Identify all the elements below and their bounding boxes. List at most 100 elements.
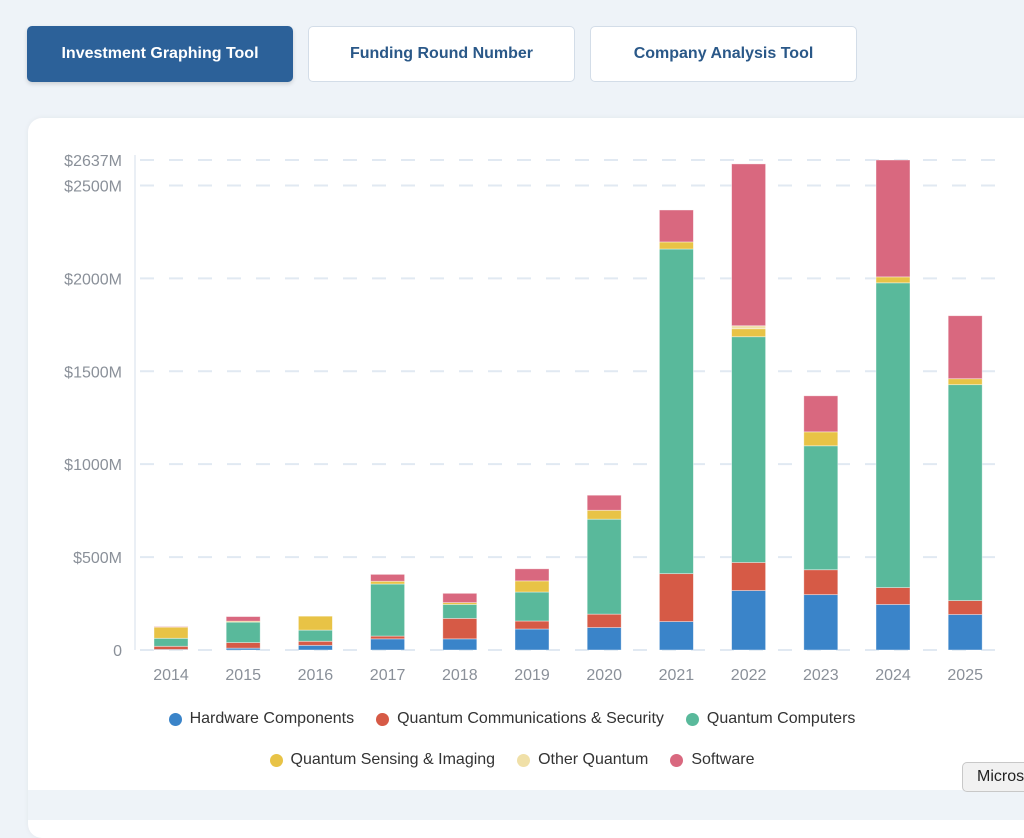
- legend-item-quantum-sensing-imaging[interactable]: Quantum Sensing & Imaging: [269, 751, 496, 769]
- bar-segment-quantum-computers-2023[interactable]: [803, 445, 839, 571]
- bar-segment-software-2025[interactable]: [947, 315, 983, 380]
- bar-segment-software-2020[interactable]: [586, 494, 622, 511]
- y-tick-label: $500M: [73, 550, 122, 567]
- bar-segment-quantum-communications-security-2017[interactable]: [370, 635, 406, 640]
- bar-segment-quantum-computers-2016[interactable]: [297, 629, 333, 642]
- bar-segment-quantum-communications-security-2023[interactable]: [803, 569, 839, 596]
- x-tick-label: 2018: [442, 667, 478, 684]
- y-tick-label: 0: [113, 643, 122, 660]
- bar-segment-software-2017[interactable]: [370, 573, 406, 582]
- bar-segment-software-2018[interactable]: [442, 592, 478, 604]
- bar-segment-hardware-components-2021[interactable]: [659, 621, 694, 651]
- x-tick-label: 2024: [875, 667, 911, 684]
- bar-segment-hardware-components-2022[interactable]: [731, 590, 766, 651]
- y-tick-label: $1000M: [64, 457, 122, 474]
- tab-company-analysis-tool[interactable]: Company Analysis Tool: [590, 26, 857, 82]
- bar-segment-other-quantum-2022[interactable]: [731, 325, 766, 330]
- legend-item-quantum-communications-security[interactable]: Quantum Communications & Security: [376, 710, 664, 728]
- tab-funding-round-number[interactable]: Funding Round Number: [308, 26, 575, 82]
- bar-segment-quantum-communications-security-2021[interactable]: [659, 573, 694, 622]
- bar-segment-software-2022[interactable]: [731, 163, 766, 327]
- bar-segment-quantum-sensing-imaging-2014[interactable]: [153, 626, 189, 639]
- legend-item-software[interactable]: Software: [670, 751, 754, 769]
- legend-label: Quantum Sensing & Imaging: [290, 751, 496, 768]
- bar-segment-quantum-computers-2017[interactable]: [370, 583, 406, 637]
- legend-label: Software: [691, 751, 755, 768]
- bar-segment-quantum-computers-2021[interactable]: [659, 248, 694, 575]
- x-tick-label: 2014: [153, 667, 189, 684]
- bar-segment-quantum-sensing-imaging-2019[interactable]: [514, 580, 550, 593]
- bar-segment-software-2014[interactable]: [153, 626, 189, 628]
- x-tick-label: 2022: [731, 667, 767, 684]
- bar-segment-quantum-communications-security-2020[interactable]: [586, 613, 622, 628]
- bar-segment-quantum-sensing-imaging-2022[interactable]: [731, 328, 766, 338]
- tab-investment-graphing-tool[interactable]: Investment Graphing Tool: [27, 26, 293, 82]
- bar-segment-quantum-computers-2020[interactable]: [586, 518, 622, 615]
- stacked-bar-chart: 0 $500M $1000M $1500M $2000M $2500M $2637M 2014…: [64, 153, 1000, 684]
- bar-segment-quantum-communications-security-2016[interactable]: [297, 640, 333, 646]
- bar-segment-quantum-computers-2014[interactable]: [153, 637, 189, 647]
- bar-segment-quantum-computers-2018[interactable]: [442, 604, 478, 619]
- bar-segment-quantum-computers-2019[interactable]: [514, 591, 550, 622]
- legend-dot-icon: [685, 712, 699, 726]
- legend-row-1: Hardware Components Quantum Communication…: [0, 710, 1024, 728]
- x-tick-label: 2020: [586, 667, 622, 684]
- bar-segment-quantum-sensing-imaging-2016[interactable]: [297, 615, 333, 631]
- legend-dot-icon: [376, 712, 390, 726]
- legend-label: Other Quantum: [538, 751, 649, 768]
- bar-segment-hardware-components-2017[interactable]: [370, 638, 406, 651]
- bar-segment-quantum-communications-security-2018[interactable]: [442, 618, 478, 640]
- bar-segment-quantum-communications-security-2022[interactable]: [731, 562, 766, 591]
- bar-segment-software-2021[interactable]: [659, 209, 694, 243]
- bar-segment-quantum-computers-2025[interactable]: [947, 384, 983, 601]
- bar-segment-quantum-computers-2015[interactable]: [225, 621, 261, 643]
- legend-label: Quantum Computers: [706, 710, 856, 727]
- bar-segment-quantum-sensing-imaging-2023[interactable]: [803, 431, 839, 447]
- bar-segment-hardware-components-2016[interactable]: [297, 644, 333, 651]
- bar-segment-quantum-sensing-imaging-2024[interactable]: [875, 276, 911, 284]
- bar-segment-quantum-computers-2022[interactable]: [731, 336, 766, 563]
- x-tick-label: 2021: [659, 667, 695, 684]
- y-tick-label: $2500M: [64, 178, 122, 195]
- x-tick-label: 2023: [803, 667, 839, 684]
- x-tick-label: 2025: [947, 667, 983, 684]
- bar-segment-quantum-communications-security-2015[interactable]: [225, 642, 261, 649]
- legend-dot-icon: [168, 712, 182, 726]
- bar-segment-quantum-computers-2024[interactable]: [875, 282, 911, 588]
- x-tick-label: 2019: [514, 667, 550, 684]
- x-tick-label: 2017: [370, 667, 406, 684]
- bar-segment-hardware-components-2018[interactable]: [442, 638, 478, 651]
- x-tick-label: 2016: [298, 667, 334, 684]
- bar-segment-quantum-communications-security-2025[interactable]: [947, 600, 983, 615]
- chart-card: [28, 118, 1024, 838]
- legend-dot-icon: [269, 753, 283, 767]
- y-tick-label: $2000M: [64, 271, 122, 288]
- bar-segment-hardware-components-2023[interactable]: [803, 594, 839, 651]
- legend-item-other-quantum[interactable]: Other Quantum: [517, 751, 648, 769]
- bottom-strip: [28, 790, 1024, 820]
- bar-segment-quantum-sensing-imaging-2020[interactable]: [586, 509, 622, 520]
- legend-item-quantum-computers[interactable]: Quantum Computers: [685, 710, 856, 728]
- bar-segment-quantum-communications-security-2019[interactable]: [514, 620, 550, 630]
- bar-segment-hardware-components-2020[interactable]: [586, 627, 622, 651]
- bar-segment-quantum-communications-security-2014[interactable]: [153, 645, 189, 650]
- bar-segment-hardware-components-2019[interactable]: [514, 628, 550, 651]
- bar-segment-hardware-components-2024[interactable]: [875, 604, 911, 651]
- legend-row-2: Quantum Sensing & Imaging Other Quantum So…: [0, 751, 1024, 769]
- partial-button[interactable]: Micros: [962, 762, 1024, 792]
- y-tick-label: $2637M: [64, 153, 122, 170]
- legend-label: Hardware Components: [189, 710, 355, 727]
- x-tick-label: 2015: [225, 667, 261, 684]
- bar-segment-hardware-components-2025[interactable]: [947, 614, 983, 651]
- bar-segment-quantum-sensing-imaging-2021[interactable]: [659, 241, 694, 250]
- bar-segment-quantum-sensing-imaging-2025[interactable]: [947, 378, 983, 386]
- legend-dot-icon: [670, 753, 684, 767]
- bar-segment-quantum-communications-security-2024[interactable]: [875, 587, 911, 605]
- bar-segment-quantum-sensing-imaging-2017[interactable]: [370, 580, 406, 585]
- bar-segment-software-2019[interactable]: [514, 568, 550, 582]
- bar-segment-software-2015[interactable]: [225, 616, 261, 622]
- bar-segment-software-2024[interactable]: [875, 159, 911, 278]
- legend-item-hardware-components[interactable]: Hardware Components: [168, 710, 355, 728]
- legend-dot-icon: [517, 753, 531, 767]
- bar-segment-software-2023[interactable]: [803, 395, 839, 433]
